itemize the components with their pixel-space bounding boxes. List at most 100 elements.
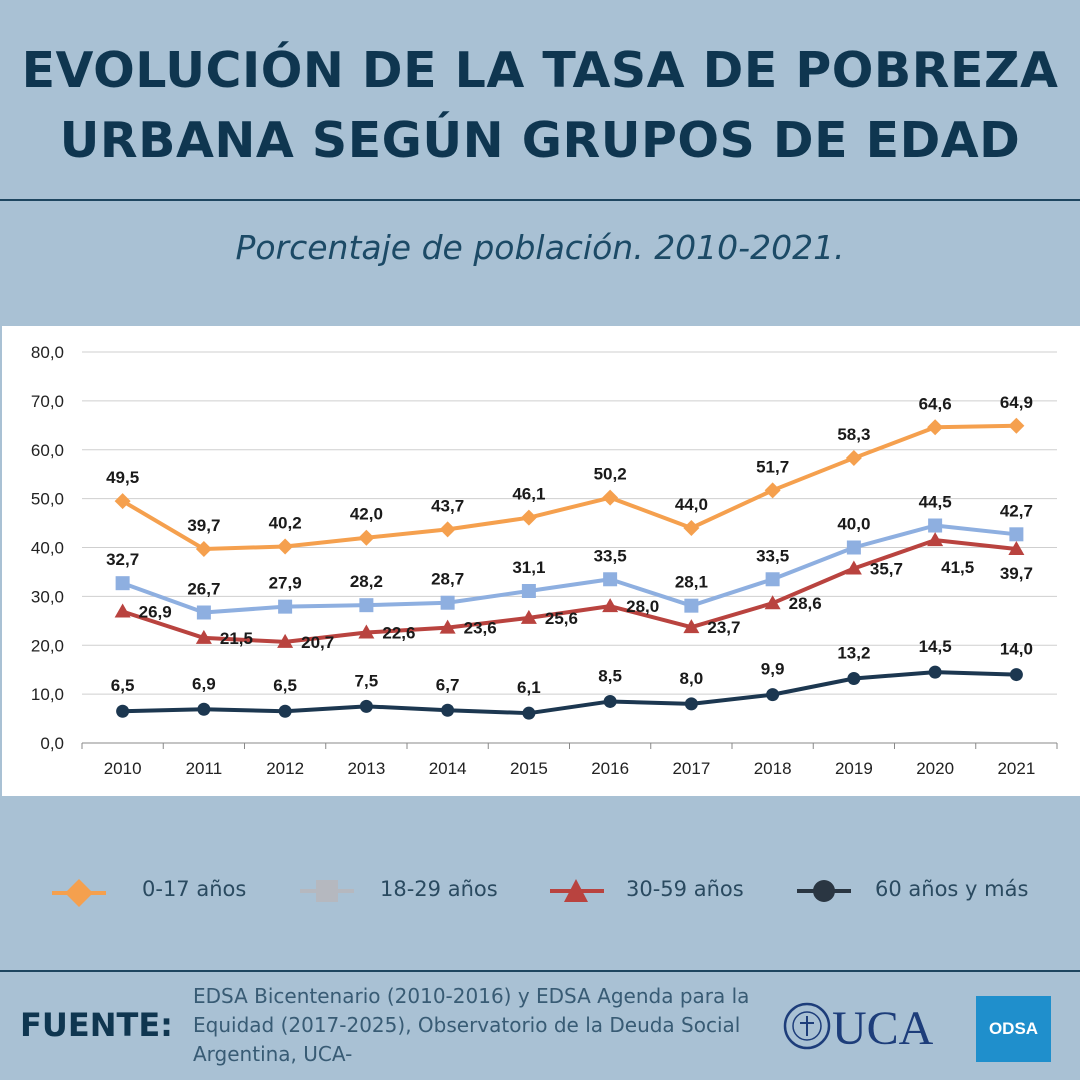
data-label: 35,7: [870, 560, 903, 579]
source-heading: FUENTE:: [20, 1006, 173, 1044]
data-point: [196, 605, 211, 620]
data-point: [195, 540, 212, 557]
y-tick-label: 70,0: [31, 392, 64, 411]
y-tick-label: 10,0: [31, 685, 64, 704]
x-tick-label: 2011: [186, 759, 223, 778]
data-label: 31,1: [512, 558, 545, 577]
x-tick-label: 2016: [591, 759, 629, 778]
x-tick-label: 2015: [510, 759, 548, 778]
data-point: [278, 599, 293, 614]
data-label: 23,6: [464, 619, 497, 638]
data-label: 28,7: [431, 570, 464, 589]
source-text: EDSA Bicentenario (2010-2016) y EDSA Age…: [193, 982, 783, 1069]
data-point: [359, 699, 373, 713]
series-line: [121, 523, 1017, 615]
legend-label: 18-29 años: [380, 877, 498, 901]
data-point: [115, 576, 130, 591]
data-point: [683, 619, 700, 634]
legend-label: 0-17 años: [142, 877, 247, 901]
data-point: [683, 519, 700, 536]
data-point: [114, 493, 131, 510]
legend-square-icon: [300, 880, 354, 902]
data-point: [277, 633, 294, 648]
data-point: [116, 704, 130, 718]
data-label: 43,7: [431, 496, 464, 515]
x-tick-label: 2018: [754, 759, 792, 778]
data-point: [1009, 527, 1024, 542]
x-tick-label: 2010: [104, 759, 142, 778]
legend-label: 60 años y más: [875, 877, 1029, 901]
data-label: 6,5: [111, 676, 135, 695]
uca-logo: UCA: [783, 1002, 934, 1054]
line-chart: 0,0 10,0 20,0 30,0 40,0 50,0 60,0 70,0 80,0 2010 2…: [31, 343, 1058, 778]
data-label: 13,2: [837, 643, 870, 662]
data-point: [846, 540, 861, 555]
data-label: 28,1: [675, 573, 708, 592]
y-tick-label: 60,0: [31, 441, 64, 460]
data-point: [847, 671, 861, 685]
data-point: [195, 629, 212, 644]
data-label: 14,0: [1000, 640, 1033, 659]
data-point: [603, 572, 618, 587]
y-tick-label: 30,0: [31, 587, 64, 606]
data-label: 8,5: [598, 666, 622, 685]
data-point: [603, 694, 617, 708]
x-tick-label: 2021: [997, 759, 1035, 778]
series-2: 26,9 21,5 20,7 22,6 23,6 25,6 28,0 23,7 28,6 35,7…: [114, 532, 1033, 652]
data-point: [684, 598, 699, 613]
odsa-logo: ODSA: [976, 996, 1051, 1062]
data-point: [684, 697, 698, 711]
uca-logo-text: UCA: [832, 1002, 934, 1054]
data-point: [764, 595, 781, 610]
data-point: [521, 583, 536, 598]
legend-item-0-17: 0-17 años: [50, 865, 250, 921]
y-tick-label: 20,0: [31, 636, 64, 655]
chart-subtitle: Porcentaje de población. 2010-2021.: [235, 228, 845, 267]
title-line-1: EVOLUCIÓN DE LA TASA DE POBREZA: [21, 42, 1059, 99]
data-point: [439, 521, 456, 538]
data-label: 58,3: [837, 425, 870, 444]
source-line-3: Argentina, UCA-: [193, 1042, 353, 1066]
series-0: 49,5 39,7 40,2 42,0 43,7 46,1 50,2 44,0 51,7 58,3…: [106, 393, 1033, 557]
data-label: 28,0: [626, 597, 659, 616]
data-point: [278, 704, 292, 718]
data-label: 9,9: [761, 660, 785, 679]
data-point: [1008, 540, 1025, 555]
data-point: [602, 598, 619, 613]
footer-divider: [0, 970, 1080, 972]
data-label: 49,5: [106, 468, 139, 487]
series-line: [122, 670, 1017, 716]
source-line-1: EDSA Bicentenario (2010-2016) y EDSA Age…: [193, 984, 750, 1008]
data-point: [359, 598, 374, 613]
legend-triangle-icon: [550, 879, 604, 902]
data-label: 32,7: [106, 550, 139, 569]
data-label: 42,7: [1000, 501, 1033, 520]
data-point: [441, 703, 455, 717]
data-label: 39,7: [1000, 564, 1033, 583]
data-label: 27,9: [269, 574, 302, 593]
data-point: [764, 482, 781, 499]
y-tick-label: 80,0: [31, 343, 64, 362]
data-label: 14,5: [919, 637, 952, 656]
data-label: 25,6: [545, 609, 578, 628]
uca-seal-icon: [783, 1002, 831, 1050]
data-label: 40,2: [269, 514, 302, 533]
data-label: 6,5: [273, 676, 297, 695]
title-line-2: URBANA SEGÚN GRUPOS DE EDAD: [59, 112, 1021, 169]
data-label: 6,9: [192, 674, 216, 693]
data-label: 39,7: [187, 516, 220, 535]
data-label: 51,7: [756, 457, 789, 476]
data-point: [520, 509, 537, 526]
data-point: [766, 688, 780, 702]
legend-item-30-59: 30-59 años: [548, 865, 758, 921]
legend-item-18-29: 18-29 años: [298, 865, 508, 921]
series-3: 6,5 6,9 6,5 7,5 6,7 6,1 8,5 8,0 9,9 13,2 14,5 14,0: [111, 637, 1033, 720]
data-point: [277, 538, 294, 555]
data-label: 6,1: [517, 678, 541, 697]
data-label: 23,7: [707, 618, 740, 637]
data-label: 64,9: [1000, 393, 1033, 412]
title-divider: [0, 199, 1080, 201]
legend-diamond-icon: [52, 879, 106, 907]
data-label: 33,5: [594, 546, 627, 565]
series-1: 32,7 26,7 27,9 28,2 28,7 31,1 33,5 28,1 33,5 40,0…: [106, 493, 1033, 620]
